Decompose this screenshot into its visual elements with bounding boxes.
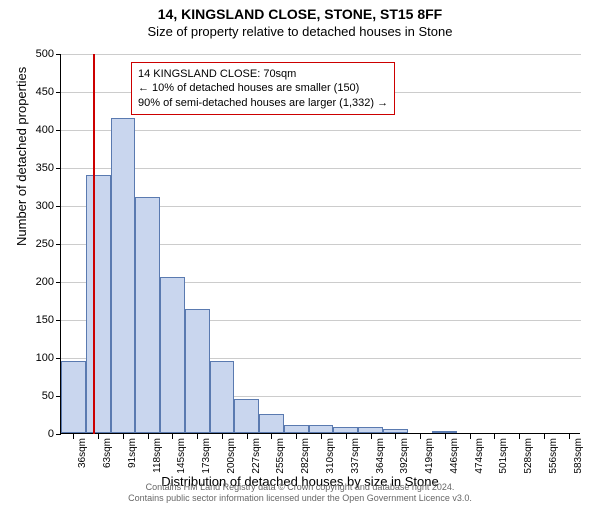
xtick-label: 227sqm: [251, 438, 262, 474]
ytick-label: 500: [24, 48, 54, 60]
xtick-mark: [172, 434, 173, 439]
xtick-mark: [271, 434, 272, 439]
histogram-bar: [309, 425, 334, 433]
ytick-mark: [56, 282, 61, 283]
chart-title-sub: Size of property relative to detached ho…: [0, 24, 600, 39]
xtick-mark: [123, 434, 124, 439]
ytick-label: 100: [24, 352, 54, 364]
xtick-mark: [445, 434, 446, 439]
footer-line-1: Contains HM Land Registry data © Crown c…: [0, 482, 600, 493]
histogram-bar: [333, 427, 358, 433]
xtick-mark: [98, 434, 99, 439]
xtick-mark: [494, 434, 495, 439]
ytick-mark: [56, 320, 61, 321]
xtick-label: 145sqm: [176, 438, 187, 474]
ytick-mark: [56, 244, 61, 245]
histogram-bar: [284, 425, 309, 433]
xtick-label: 255sqm: [275, 438, 286, 474]
histogram-bar: [432, 431, 457, 433]
xtick-mark: [222, 434, 223, 439]
xtick-label: 419sqm: [424, 438, 435, 474]
histogram-bar: [86, 175, 111, 433]
histogram-bar: [259, 414, 284, 433]
ytick-mark: [56, 358, 61, 359]
xtick-label: 364sqm: [375, 438, 386, 474]
xtick-mark: [371, 434, 372, 439]
histogram-bar: [135, 197, 160, 433]
xtick-label: 91sqm: [127, 438, 138, 468]
ytick-label: 350: [24, 162, 54, 174]
xtick-label: 474sqm: [474, 438, 485, 474]
histogram-bar: [383, 429, 408, 433]
gridline: [61, 168, 581, 169]
ytick-label: 200: [24, 276, 54, 288]
plot-region: 36sqm63sqm91sqm118sqm145sqm173sqm200sqm2…: [60, 54, 580, 434]
ytick-mark: [56, 54, 61, 55]
ytick-mark: [56, 206, 61, 207]
xtick-mark: [395, 434, 396, 439]
callout-line: 14 KINGSLAND CLOSE: 70sqm: [138, 67, 388, 81]
ytick-mark: [56, 168, 61, 169]
xtick-mark: [197, 434, 198, 439]
ytick-mark: [56, 92, 61, 93]
ytick-label: 50: [24, 390, 54, 402]
xtick-label: 337sqm: [350, 438, 361, 474]
ytick-mark: [56, 434, 61, 435]
xtick-label: 63sqm: [102, 438, 113, 468]
callout-line: ← 10% of detached houses are smaller (15…: [138, 81, 388, 95]
chart-area: 36sqm63sqm91sqm118sqm145sqm173sqm200sqm2…: [60, 54, 580, 434]
xtick-mark: [569, 434, 570, 439]
histogram-bar: [160, 277, 185, 433]
xtick-label: 583sqm: [573, 438, 584, 474]
ytick-label: 0: [24, 428, 54, 440]
gridline: [61, 54, 581, 55]
xtick-mark: [470, 434, 471, 439]
histogram-bar: [185, 309, 210, 433]
reference-callout: 14 KINGSLAND CLOSE: 70sqm← 10% of detach…: [131, 62, 395, 115]
histogram-bar: [61, 361, 86, 433]
xtick-mark: [420, 434, 421, 439]
ytick-mark: [56, 130, 61, 131]
xtick-label: 36sqm: [77, 438, 88, 468]
xtick-label: 446sqm: [449, 438, 460, 474]
xtick-mark: [148, 434, 149, 439]
xtick-label: 310sqm: [325, 438, 336, 474]
ytick-label: 400: [24, 124, 54, 136]
xtick-mark: [544, 434, 545, 439]
xtick-label: 392sqm: [399, 438, 410, 474]
gridline: [61, 130, 581, 131]
ytick-label: 300: [24, 200, 54, 212]
xtick-label: 501sqm: [498, 438, 509, 474]
xtick-label: 528sqm: [523, 438, 534, 474]
histogram-bar: [234, 399, 259, 433]
ytick-label: 150: [24, 314, 54, 326]
footer-attribution: Contains HM Land Registry data © Crown c…: [0, 482, 600, 504]
xtick-mark: [346, 434, 347, 439]
xtick-mark: [321, 434, 322, 439]
xtick-mark: [247, 434, 248, 439]
ytick-label: 450: [24, 86, 54, 98]
footer-line-2: Contains public sector information licen…: [0, 493, 600, 504]
xtick-label: 118sqm: [152, 438, 163, 473]
chart-title-main: 14, KINGSLAND CLOSE, STONE, ST15 8FF: [0, 6, 600, 22]
xtick-mark: [296, 434, 297, 439]
ytick-label: 250: [24, 238, 54, 250]
xtick-label: 282sqm: [300, 438, 311, 474]
xtick-label: 173sqm: [201, 438, 212, 474]
xtick-mark: [519, 434, 520, 439]
reference-line: [93, 54, 95, 434]
histogram-bar: [210, 361, 235, 433]
xtick-mark: [73, 434, 74, 439]
callout-line: 90% of semi-detached houses are larger (…: [138, 96, 388, 110]
histogram-bar: [111, 118, 136, 433]
xtick-label: 200sqm: [226, 438, 237, 474]
histogram-bar: [358, 427, 383, 433]
xtick-label: 556sqm: [548, 438, 559, 474]
